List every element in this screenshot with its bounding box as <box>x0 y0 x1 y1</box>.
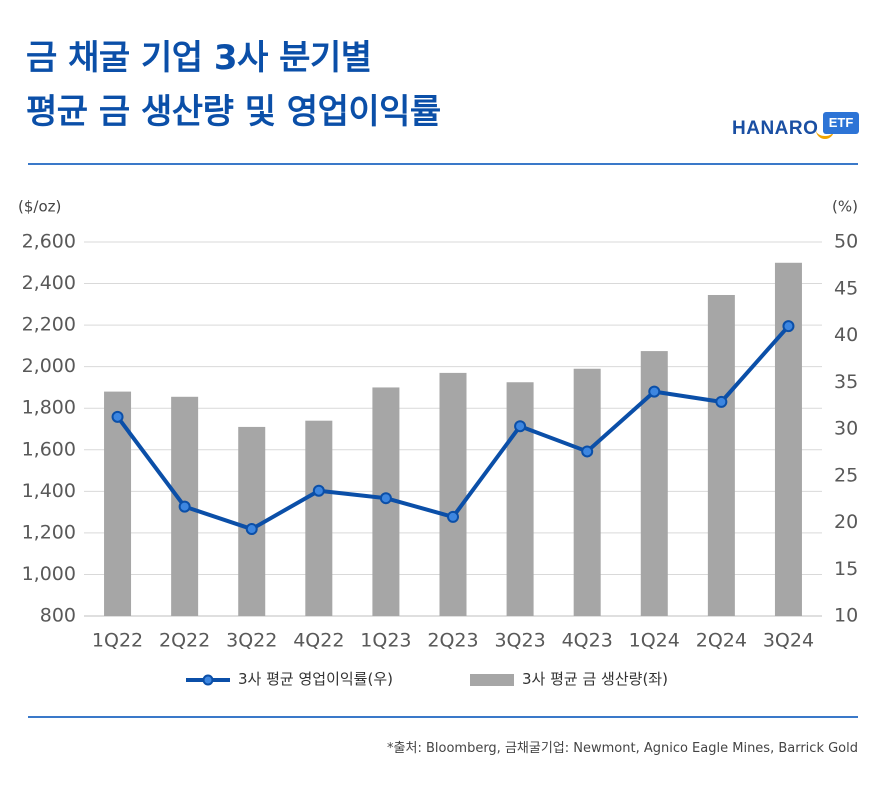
line-point <box>715 395 728 408</box>
x-axis-tick-label: 2Q24 <box>696 630 747 652</box>
legend-item-line: 3사 평균 영업이익률(우) <box>186 668 393 689</box>
line-point <box>782 320 795 333</box>
bottom-divider <box>28 716 858 718</box>
bar <box>506 382 534 616</box>
legend-line-label: 3사 평균 영업이익률(우) <box>238 670 393 688</box>
x-axis-tick-label: 3Q24 <box>763 630 814 652</box>
top-divider <box>28 163 858 165</box>
bar <box>439 372 467 616</box>
left-axis-tick-label: 2,600 <box>22 231 76 253</box>
line-point <box>581 445 594 458</box>
right-axis-tick-label: 30 <box>834 418 858 440</box>
x-axis-tick-label: 1Q22 <box>92 630 143 652</box>
line-point <box>648 385 661 398</box>
right-axis-tick-label: 10 <box>834 605 858 627</box>
x-axis-tick-label: 2Q22 <box>159 630 210 652</box>
left-axis-tick-label: 1,000 <box>22 563 76 585</box>
left-axis-tick-label: 800 <box>40 605 76 627</box>
source-footnote: *출처: Bloomberg, 금채굴기업: Newmont, Agnico E… <box>387 741 858 756</box>
left-axis-tick-label: 1,200 <box>22 521 76 543</box>
x-axis-tick-label: 4Q23 <box>562 630 613 652</box>
right-axis-tick-label: 35 <box>834 371 858 393</box>
x-axis-tick-label: 3Q22 <box>226 630 277 652</box>
legend-bar-key-icon <box>470 673 514 686</box>
right-axis-tick-label: 15 <box>834 558 858 580</box>
x-axis-tick-label: 2Q23 <box>427 630 478 652</box>
left-axis-tick-label: 1,800 <box>22 397 76 419</box>
bar <box>573 368 601 616</box>
right-axis-tick-label: 50 <box>834 231 858 253</box>
left-axis-tick-label: 1,600 <box>22 438 76 460</box>
right-axis-unit: (%) <box>832 198 858 216</box>
bar <box>305 420 333 616</box>
left-axis-tick-label: 2,400 <box>22 272 76 294</box>
left-axis-unit: ($/oz) <box>18 198 61 216</box>
line-point <box>178 500 191 513</box>
left-axis-tick-label: 1,400 <box>22 480 76 502</box>
logo-swoosh-icon <box>816 128 834 139</box>
line-point <box>447 510 459 523</box>
bar <box>104 391 132 616</box>
right-axis-tick-label: 20 <box>834 511 858 533</box>
line-point <box>514 420 527 433</box>
x-axis-tick-label: 1Q23 <box>360 630 411 652</box>
logo-badge: ETF <box>823 112 859 134</box>
bar <box>238 426 266 616</box>
line-point <box>379 492 392 505</box>
legend-bar-label: 3사 평균 금 생산량(좌) <box>522 670 668 688</box>
bar <box>707 294 735 616</box>
bar <box>774 262 802 616</box>
legend-item-bar: 3사 평균 금 생산량(좌) <box>470 668 668 689</box>
x-axis-tick-label: 1Q24 <box>629 630 680 652</box>
logo-text: HANARO <box>732 118 819 139</box>
chart-title-line1: 금 채굴 기업 3사 분기별 <box>26 38 372 78</box>
x-axis-tick-label: 4Q22 <box>293 630 344 652</box>
line-point <box>111 410 124 423</box>
right-axis-tick-label: 40 <box>834 324 858 346</box>
x-axis-tick-label: 3Q23 <box>494 630 545 652</box>
chart-title-line2: 평균 금 생산량 및 영업이익률 <box>26 92 441 132</box>
left-axis-tick-label: 2,200 <box>22 314 76 336</box>
line-point <box>312 484 325 497</box>
left-axis-tick-label: 2,000 <box>22 355 76 377</box>
legend-line-key-icon <box>186 674 230 685</box>
right-axis-tick-label: 45 <box>834 277 858 299</box>
line-point <box>245 523 258 536</box>
right-axis-tick-label: 25 <box>834 464 858 486</box>
